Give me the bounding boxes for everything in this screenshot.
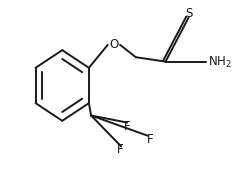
Text: NH$_2$: NH$_2$ (208, 55, 232, 70)
Text: O: O (109, 38, 118, 51)
Text: F: F (124, 121, 130, 134)
Text: S: S (185, 7, 192, 20)
Text: F: F (147, 133, 153, 146)
Text: F: F (117, 143, 124, 156)
